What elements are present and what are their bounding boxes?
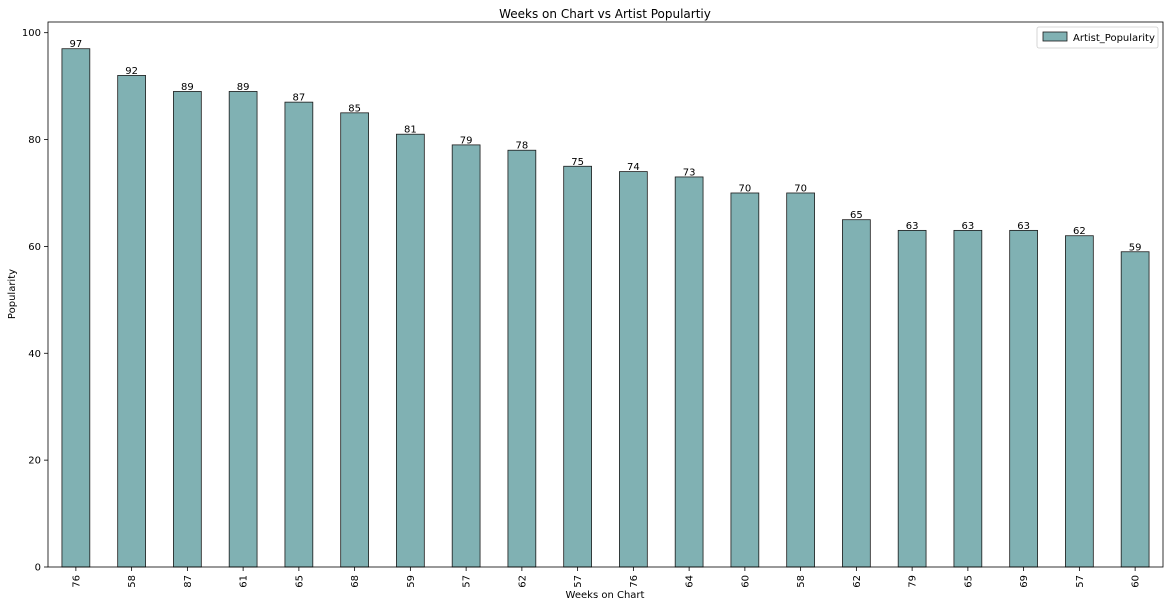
x-tick-label: 69	[1019, 575, 1030, 588]
x-tick-label: 60	[740, 575, 751, 588]
bar-value-label: 59	[1129, 242, 1142, 253]
bar	[173, 91, 202, 568]
bar-value-label: 79	[460, 135, 473, 146]
y-axis-ticks: 0 20 40 60 80 100	[22, 28, 48, 574]
bar	[1120, 251, 1150, 568]
legend-swatch	[1042, 31, 1068, 42]
x-tick-label: 87	[183, 575, 194, 588]
bar-value-label: 81	[404, 125, 417, 136]
bar-value-label: 65	[850, 210, 863, 221]
x-tick-label: 65	[963, 575, 974, 588]
bar	[1009, 229, 1038, 568]
x-tick-label: 62	[852, 575, 863, 588]
bar-value-label: 70	[739, 183, 752, 194]
bar-value-label: 73	[683, 167, 696, 178]
bar	[674, 176, 704, 568]
bar	[563, 165, 592, 568]
bar	[451, 144, 481, 568]
bar-value-label: 63	[962, 221, 975, 232]
y-tick-label: 100	[22, 28, 41, 39]
legend-label: Artist_Popularity	[1073, 33, 1155, 44]
x-tick-label: 64	[685, 575, 696, 588]
x-tick-label: 57	[462, 575, 473, 588]
bar-value-label: 78	[516, 141, 529, 152]
bar	[842, 219, 871, 568]
x-tick-label: 79	[908, 575, 919, 588]
bar	[786, 192, 815, 568]
x-axis-title: Weeks on Chart	[566, 590, 645, 601]
bar	[619, 171, 648, 568]
bar	[953, 229, 983, 568]
bar-value-label: 62	[1073, 226, 1086, 237]
bar-value-label: 97	[70, 39, 83, 50]
bar-value-label: 87	[293, 93, 306, 104]
x-tick-label: 76	[71, 575, 82, 588]
bar-value-label: 70	[794, 183, 807, 194]
bar	[284, 101, 314, 568]
x-tick-label: 58	[796, 575, 807, 588]
y-axis-title: Popularity	[7, 269, 18, 319]
plot-frame	[47, 21, 1164, 568]
y-tick-label: 20	[28, 456, 41, 467]
bar	[730, 192, 760, 568]
x-axis-ticks: 76 58 87 61 65 68 59 57 62 57 76 64 60 58 62 79 65 69 57 60	[71, 567, 1142, 588]
bar	[507, 149, 537, 568]
bar-value-label: 85	[348, 103, 361, 114]
x-tick-label: 59	[406, 575, 417, 588]
chart-title: Weeks on Chart vs Artist Populartiy	[499, 7, 711, 21]
bar-value-label: 89	[181, 82, 194, 93]
bar-value-label: 89	[237, 82, 250, 93]
bar	[228, 91, 258, 568]
y-tick-label: 80	[28, 135, 41, 146]
x-tick-label: 60	[1131, 575, 1142, 588]
x-tick-label: 76	[629, 575, 640, 588]
y-tick-label: 40	[28, 349, 41, 360]
y-tick-label: 60	[28, 242, 41, 253]
bar	[340, 112, 369, 568]
x-tick-label: 61	[239, 575, 250, 588]
bars	[61, 48, 1150, 568]
y-tick-label: 0	[35, 563, 41, 574]
x-tick-label: 57	[573, 575, 584, 588]
bar	[61, 48, 91, 568]
bar	[1065, 235, 1094, 568]
bar	[117, 75, 146, 568]
x-tick-label: 68	[350, 575, 361, 588]
x-tick-label: 62	[517, 575, 528, 588]
bar	[897, 229, 927, 568]
bar-value-label: 74	[627, 162, 640, 173]
legend: Artist_Popularity	[1036, 26, 1159, 49]
bar-value-label: 75	[571, 157, 584, 168]
x-tick-label: 58	[127, 575, 138, 588]
data-labels: 97 92 89 89 87 85 81 79 78 75 74 73 70 70 65 63 63 63 62 59	[70, 39, 1142, 253]
bar	[396, 133, 425, 568]
x-tick-label: 65	[294, 575, 305, 588]
bar-value-label: 63	[1017, 221, 1030, 232]
x-tick-label: 57	[1075, 575, 1086, 588]
bar-value-label: 63	[906, 221, 919, 232]
bar-value-label: 92	[125, 66, 138, 77]
